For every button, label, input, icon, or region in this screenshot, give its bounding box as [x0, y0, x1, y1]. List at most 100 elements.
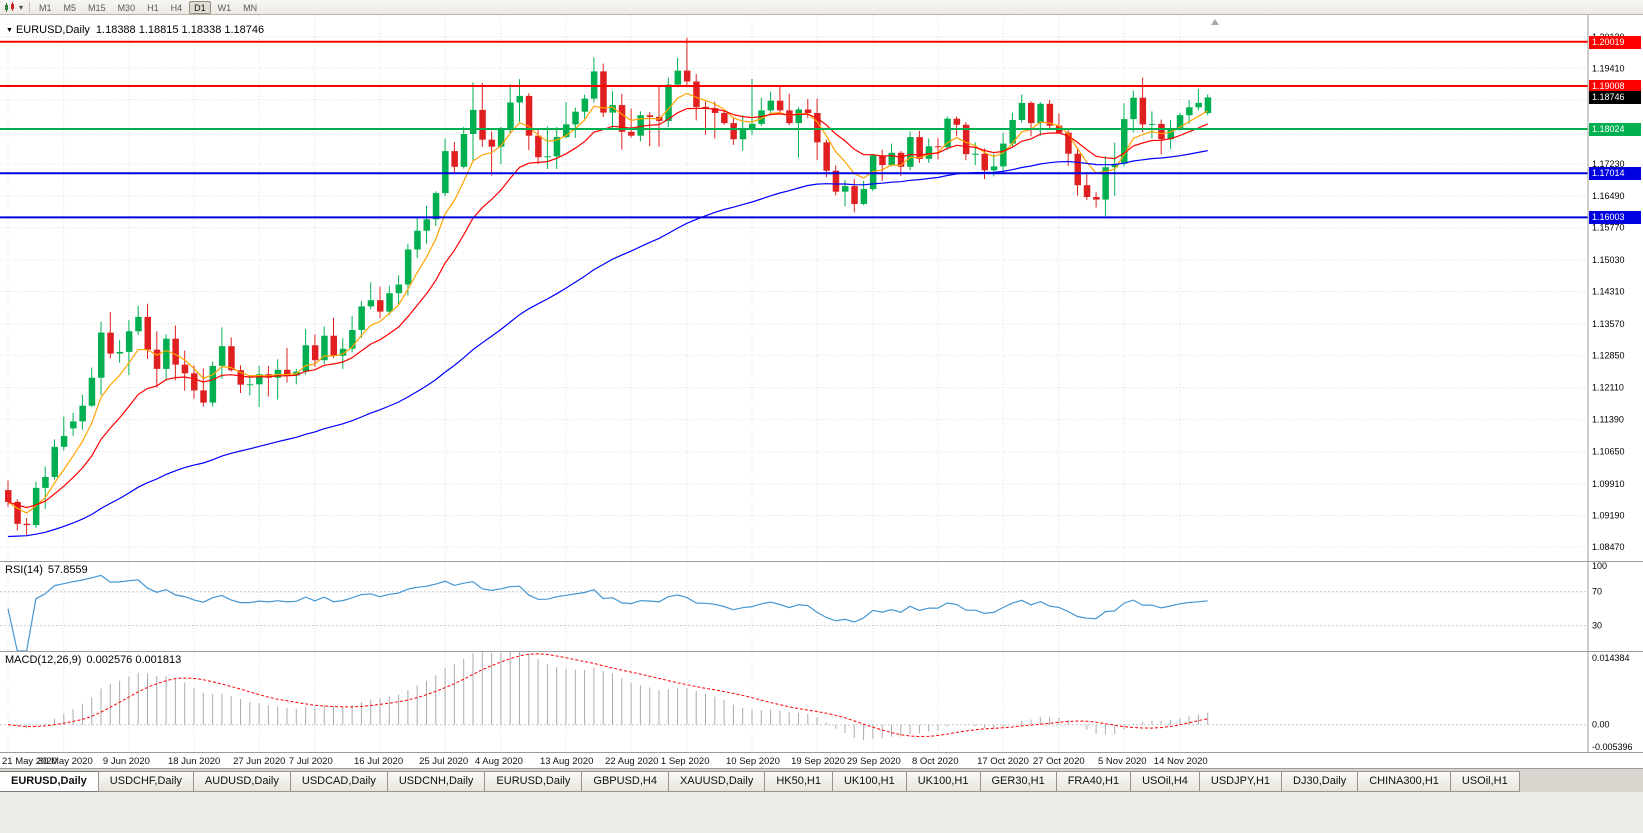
collapse-triangle-icon[interactable]: ▼: [6, 27, 13, 34]
candle-body: [721, 113, 728, 124]
chart-tab-china300-h1[interactable]: CHINA300,H1: [1357, 771, 1451, 792]
candle: [832, 165, 840, 196]
macd-values: 0.002576 0.001813: [86, 654, 182, 666]
chart-type-dropdown-caret-icon[interactable]: ▾: [19, 2, 24, 12]
candle-body: [302, 345, 310, 372]
panel-separator[interactable]: [0, 651, 1643, 652]
candle: [60, 416, 68, 451]
macd-indicator-panel[interactable]: 0.014384 0.00 -0.005396 MACD(12,26,9) 0.002…: [0, 652, 1643, 752]
timeframe-button-d1[interactable]: D1: [189, 0, 211, 14]
rsi-canvas[interactable]: 100 70 30: [0, 562, 1643, 651]
chart-tab-xauusd-daily[interactable]: XAUUSD,Daily: [667, 771, 766, 792]
date-axis-label: 16 Jul 2020: [354, 756, 404, 767]
chart-tab-usdjpy-h1[interactable]: USDJPY,H1: [1198, 771, 1283, 792]
candle-body: [32, 487, 40, 526]
candle-body: [730, 123, 737, 140]
rsi-indicator-panel[interactable]: 100 70 30 RSI(14) 57.8559: [0, 562, 1643, 651]
candle: [302, 329, 310, 375]
price-level-label: 1.19008: [1589, 80, 1641, 93]
candle-body: [683, 70, 691, 82]
chart-tab-dj30-daily[interactable]: DJ30,Daily: [1281, 771, 1359, 792]
candle: [209, 361, 217, 407]
timeframe-button-m5[interactable]: M5: [63, 2, 77, 13]
candle: [1055, 113, 1063, 134]
candle: [897, 151, 905, 176]
candle: [218, 327, 226, 379]
chart-tab-fra40-h1[interactable]: FRA40,H1: [1055, 771, 1132, 792]
chart-tab-ger30-h1[interactable]: GER30,H1: [979, 771, 1057, 792]
candle: [70, 412, 77, 436]
axis-label: 1.19410: [1592, 63, 1625, 73]
candle: [237, 365, 244, 393]
candle-body: [311, 345, 319, 361]
chart-tab-usoil-h1[interactable]: USOil,H1: [1449, 771, 1520, 792]
candle: [563, 102, 570, 139]
candle: [200, 368, 207, 407]
candle-body: [321, 335, 328, 361]
timeframe-button-mn[interactable]: MN: [243, 2, 258, 13]
macd-title: MACD(12,26,9) 0.002576 0.001813: [5, 654, 181, 666]
candle-body: [339, 348, 347, 356]
candle: [1009, 112, 1016, 148]
candle-body: [395, 284, 403, 294]
candle-body: [1139, 97, 1147, 125]
panel-separator[interactable]: [0, 561, 1643, 562]
timeframe-button-h1[interactable]: H1: [147, 2, 159, 13]
chart-tab-uk100-h1[interactable]: UK100,H1: [905, 771, 981, 792]
candle-body: [563, 124, 570, 138]
candle-body: [693, 81, 700, 107]
axis-label: 0.00: [1592, 720, 1610, 730]
chart-tab-audusd-daily[interactable]: AUDUSD,Daily: [192, 771, 291, 792]
candle-body: [172, 338, 179, 365]
candle-body: [23, 523, 31, 526]
candle: [507, 84, 514, 134]
chart-type-icon[interactable]: [3, 1, 16, 13]
chart-tab-eurusd-daily[interactable]: EURUSD,Daily: [0, 771, 99, 792]
chart-tab-usdcnh-daily[interactable]: USDCNH,Daily: [386, 771, 486, 792]
chart-tab-usoil-h4[interactable]: USOil,H4: [1130, 771, 1200, 792]
candle-body: [349, 330, 356, 349]
axis-label: 70: [1592, 587, 1602, 597]
candle: [572, 107, 579, 138]
date-axis-label: 8 Oct 2020: [912, 756, 959, 767]
timeframe-button-m15[interactable]: M15: [88, 2, 106, 13]
candle-body: [1074, 153, 1081, 186]
chart-tab-eurusd-daily[interactable]: EURUSD,Daily: [484, 771, 583, 792]
candle-body: [879, 155, 886, 166]
candle-body: [79, 405, 86, 422]
price-chart-canvas[interactable]: 1.201301.194101.186901.179501.172301.164…: [0, 15, 1643, 561]
timeframe-button-m1[interactable]: M1: [39, 2, 52, 13]
candle-body: [1102, 167, 1109, 200]
chart-tabs-bar: EURUSD,Daily USDCHF,Daily AUDUSD,Daily USDC…: [0, 768, 1643, 792]
moving-average-slow: [7, 150, 1208, 538]
candle-body: [125, 331, 133, 352]
scroll-anchor-icon[interactable]: [1211, 19, 1219, 25]
axis-label: 1.15770: [1592, 223, 1625, 233]
macd-canvas[interactable]: 0.014384 0.00 -0.005396: [0, 652, 1643, 752]
candle-body: [256, 374, 263, 385]
chart-tab-gbpusd-h4[interactable]: GBPUSD,H4: [581, 771, 669, 792]
toolbar-separator: [29, 1, 31, 13]
candle: [153, 331, 161, 388]
price-chart-panel[interactable]: 1.201301.194101.186901.179501.172301.164…: [0, 15, 1643, 561]
candle-body: [609, 105, 616, 113]
candle-body: [358, 306, 365, 330]
chart-tab-usdcad-daily[interactable]: USDCAD,Daily: [289, 771, 388, 792]
candle-body: [135, 316, 142, 332]
candle-body: [488, 139, 496, 147]
candle-body: [237, 370, 244, 385]
rsi-name-label: RSI(14): [5, 564, 43, 576]
timeframe-button-m30[interactable]: M30: [117, 2, 136, 13]
candle: [1167, 120, 1174, 149]
candle-body: [1046, 103, 1054, 126]
chart-tab-uk100-h1[interactable]: UK100,H1: [831, 771, 907, 792]
timeframe-button-h4[interactable]: H4: [170, 2, 183, 13]
candle-body: [516, 95, 523, 103]
chart-tab-hk50-h1[interactable]: HK50,H1: [764, 771, 833, 792]
timeframe-button-w1[interactable]: W1: [217, 2, 232, 13]
timeframe-button-group: M1 M5 M15 M30 H1 H4 D1 W1 MN: [34, 0, 262, 14]
candle: [432, 191, 440, 226]
candles-layer: [5, 37, 1212, 537]
chart-tab-usdchf-daily[interactable]: USDCHF,Daily: [97, 771, 194, 792]
